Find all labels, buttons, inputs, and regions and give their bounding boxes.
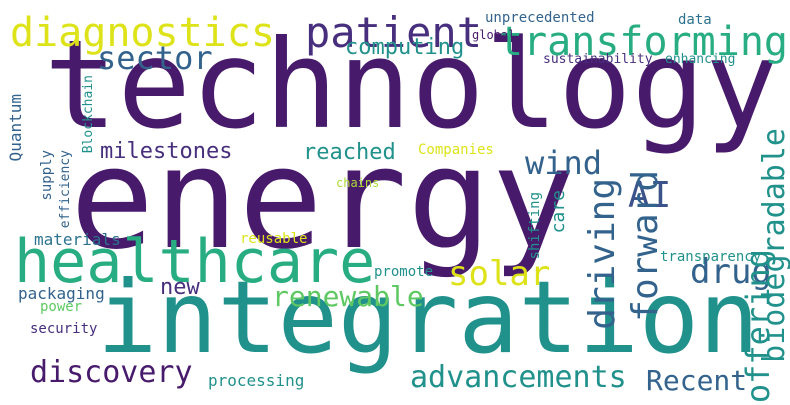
word-care: care [548,190,569,234]
word-global: global [472,28,516,42]
word-forward: forward [625,170,666,322]
word-driving: driving [582,178,623,330]
word-efficiency: efficiency [58,150,73,229]
word-patient: patient [305,8,483,57]
word-drug: drug [690,252,772,292]
word-wind: wind [525,144,603,182]
word-biodegradable: biodegradable [757,128,790,363]
word-advancements: advancements [410,360,627,395]
word-materials: materials [34,230,121,249]
word-diagnostics: diagnostics [10,10,275,56]
word-enhancing: enhancing [665,52,736,67]
word-companies: Companies [418,142,494,158]
word-promote: promote [374,264,434,280]
word-energy: energy [70,118,576,281]
word-processing: processing [208,371,305,390]
word-quantum: Quantum [6,94,25,162]
word-unprecedented: unprecedented [485,10,595,26]
word-solar: solar [448,254,551,294]
word-chains: chains [336,176,380,190]
word-milestones: milestones [100,139,233,164]
word-renewable: renewable [272,280,424,313]
word-reached: reached [303,140,396,165]
word-reusable: reusable [240,231,308,247]
word-new: new [160,275,200,300]
word-transparency: transparency [660,249,762,265]
word-security: security [30,321,98,337]
word-sector: sector [97,39,213,77]
word-discovery: discovery [30,355,193,390]
word-recent: Recent [646,364,748,397]
word-integration: integration [97,259,760,376]
word-power: power [40,299,83,315]
word-technology: technology [44,14,779,156]
word-shifting: shifting [527,192,543,260]
word-computing: computing [345,35,465,60]
word-transforming: transforming [499,19,788,65]
word-data: data [678,12,712,28]
word-healthcare: healthcare [14,227,376,297]
word-blockchain: Blockchain [81,75,96,154]
word-supply: supply [39,150,55,201]
word-sustainability: sustainability [543,52,653,67]
word-ai: AI [628,175,672,216]
word-packaging: packaging [18,284,105,303]
